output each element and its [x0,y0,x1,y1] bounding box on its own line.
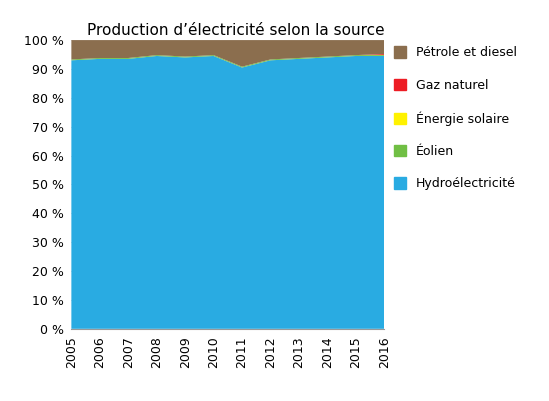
Legend: Pétrole et diesel, Gaz naturel, Énergie solaire, Éolien, Hydroélectricité: Pétrole et diesel, Gaz naturel, Énergie … [394,47,517,190]
Text: Production d’électricité selon la source: Production d’électricité selon la source [87,22,385,38]
